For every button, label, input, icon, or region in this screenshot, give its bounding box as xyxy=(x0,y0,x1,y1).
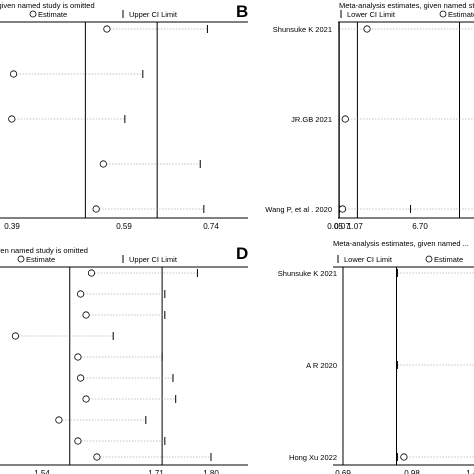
estimate-point xyxy=(55,416,63,424)
estimate-point xyxy=(363,25,371,33)
study-label: Shunsuke K 2021 xyxy=(273,25,332,34)
panel-letter-d: D xyxy=(236,244,248,263)
legend-estimate-marker xyxy=(439,10,447,18)
estimate-point xyxy=(338,205,347,213)
estimate-point xyxy=(103,25,111,33)
legend-label: Estimate xyxy=(38,10,67,19)
estimate-point xyxy=(8,115,16,123)
panel-title: Meta-analysis estimates, given named ... xyxy=(333,239,469,248)
study-label: Wang P, et al . 2020 xyxy=(265,205,332,214)
estimate-point xyxy=(77,374,85,382)
tick-label: 6.70 xyxy=(412,222,428,231)
legend-label: Upper CI Limit xyxy=(129,10,178,19)
panel-a xyxy=(0,10,248,219)
panel-c xyxy=(0,255,248,466)
estimate-point xyxy=(87,269,96,277)
tick-label: 1.07 xyxy=(347,222,363,231)
panel-d xyxy=(333,255,474,466)
tick-label: 0.07 xyxy=(334,222,350,231)
legend-label: Upper CI Limit xyxy=(129,255,178,264)
study-label: JR.GB 2021 xyxy=(291,115,332,124)
legend-estimate-marker xyxy=(425,255,433,263)
legend-label: Estimate xyxy=(434,255,463,264)
estimate-point xyxy=(82,395,90,403)
legend-label: Estimate xyxy=(26,255,55,264)
estimate-point xyxy=(93,453,101,461)
tick-label: 1.71 xyxy=(148,469,164,474)
study-label: A R 2020 xyxy=(306,361,337,370)
panel-b xyxy=(338,10,474,219)
study-label: Shunsuke K 2021 xyxy=(278,269,337,278)
legend-label: Estimate xyxy=(448,10,474,19)
estimate-point xyxy=(77,290,85,298)
legend-label: Lower CI Limit xyxy=(344,255,393,264)
tick-label: 0.59 xyxy=(116,222,132,231)
tick-label: 0.05 xyxy=(327,222,343,231)
panel-letter-b: B xyxy=(236,2,248,21)
estimate-point xyxy=(74,437,82,445)
estimate-point xyxy=(74,353,82,361)
estimate-point xyxy=(9,70,18,78)
estimate-point xyxy=(400,453,408,461)
estimate-point xyxy=(11,332,20,340)
panel-title: ...estimates, given named study is omitt… xyxy=(0,1,95,10)
tick-label: 0.39 xyxy=(4,222,20,231)
study-label: Hong Xu 2022 xyxy=(289,453,337,462)
panel-title: ...mates, given named study is omitted xyxy=(0,246,88,255)
tick-label: 0.74 xyxy=(203,222,219,231)
estimate-point xyxy=(82,311,90,319)
estimate-point xyxy=(92,205,100,213)
legend-estimate-marker xyxy=(17,255,25,263)
tick-label: 1.80 xyxy=(203,469,219,474)
legend-label: Lower CI Limit xyxy=(347,10,396,19)
estimate-point xyxy=(99,160,107,168)
tick-label: 0.98 xyxy=(404,469,420,474)
panel-title: Meta-analysis estimates, given named stu… xyxy=(339,1,474,10)
tick-label: 0.69 xyxy=(335,469,351,474)
estimate-point xyxy=(341,115,349,123)
legend-estimate-marker xyxy=(29,10,37,18)
tick-label: 1.40 xyxy=(466,469,474,474)
tick-label: 1.54 xyxy=(34,469,50,474)
